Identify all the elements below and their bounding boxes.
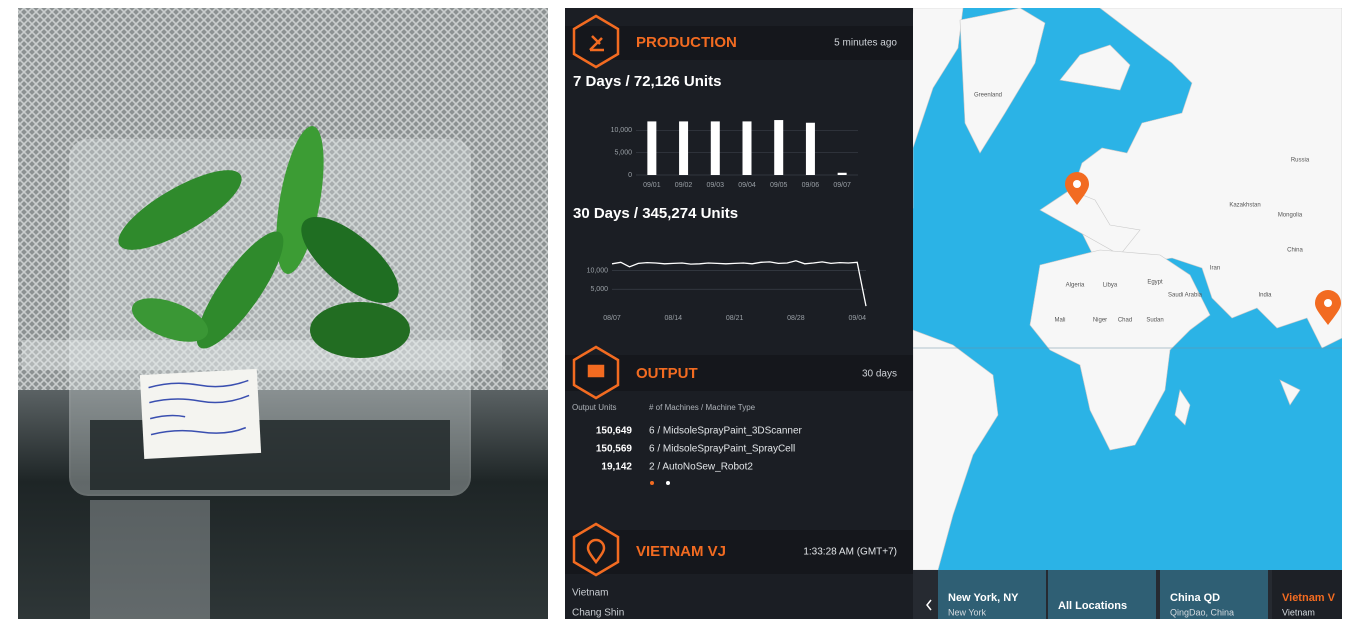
bar [805,122,815,175]
section-title: OUTPUT [636,365,698,382]
location-line: Vietnam [572,588,609,599]
bar [679,121,689,175]
y-tick-label: 10,000 [611,127,633,134]
period: 30 days [862,369,897,380]
machine-type: 6 / MidsoleSprayPaint_3DScanner [649,426,803,437]
pager-dot[interactable] [650,481,654,485]
machine-type: 2 / AutoNoSew_Robot2 [649,462,753,473]
map: Greenland Russia Kazakhstan Mongolia China Ir… [913,8,1357,619]
tab-name: New York, NY [948,592,1019,604]
location-tab[interactable] [1048,570,1156,619]
pin-center [1324,299,1332,307]
y-tick-label: 0 [628,172,632,179]
x-tick-label: 09/02 [675,182,693,189]
dashboard-panel [565,8,913,619]
section-title: VIETNAM VJ [636,543,726,560]
location-tab[interactable] [1160,570,1268,619]
output-units: 19,142 [601,462,632,473]
x-tick-label: 09/01 [643,182,661,189]
bar [647,121,657,175]
bar [837,172,847,175]
tab-name: All Locations [1058,600,1127,612]
map-label: Russia [1291,158,1310,164]
x-tick-label: 09/06 [802,182,820,189]
photo [18,8,548,619]
x-tick-label: 08/21 [726,315,744,322]
location-line: Chang Shin [572,608,624,619]
y-tick-label: 10,000 [587,267,609,274]
section-icons [572,14,620,577]
location-tab[interactable] [1272,570,1357,619]
tab-name: Vietnam V [1282,592,1336,604]
output-units: 150,569 [596,444,633,455]
map-label: Niger [1093,318,1107,324]
x-tick-label: 08/07 [603,315,621,322]
x-tick-label: 09/05 [770,182,788,189]
tab-sub: QingDao, China [1170,607,1234,617]
y-tick-label: 5,000 [614,150,632,157]
x-tick-label: 08/14 [665,315,683,322]
x-tick-label: 08/28 [787,315,805,322]
map-label: Chad [1118,318,1132,324]
map-label: Sudan [1146,318,1163,324]
map-label: Mongolia [1278,213,1303,219]
y-tick-label: 5,000 [590,286,608,293]
location-tab[interactable] [938,570,1046,619]
line [611,260,867,307]
header-band [565,26,913,60]
local-time: 1:33:28 AM (GMT+7) [803,547,897,558]
map-label: China [1287,248,1303,254]
x-tick-label: 09/07 [833,182,851,189]
bar [774,120,784,175]
pin-center [1073,180,1081,188]
section-title: PRODUCTION [636,34,737,51]
header-band [565,355,913,391]
map-label: Egypt [1147,280,1163,286]
map-label: Greenland [974,93,1002,99]
updated-time: 5 minutes ago [834,38,897,49]
tab-sub: New York [948,607,987,617]
machine-type: 6 / MidsoleSprayPaint_SprayCell [649,444,795,455]
month-summary: 30 Days / 345,274 Units [573,205,738,222]
x-tick-label: 09/03 [707,182,725,189]
column-header: # of Machines / Machine Type [649,403,756,412]
map-label: Saudi Arabia [1168,293,1203,299]
column-header: Output Units [572,403,616,412]
week-summary: 7 Days / 72,126 Units [573,73,721,90]
x-tick-label: 09/04 [848,315,866,322]
output-units: 150,649 [596,426,633,437]
tab-name: China QD [1170,592,1220,604]
tab-prev[interactable] [926,599,932,611]
bar [742,121,752,175]
tab-sub: Vietnam [1282,607,1315,617]
pager-dot[interactable] [666,481,670,485]
map-label: India [1258,293,1272,299]
x-tick-label: 09/04 [738,182,756,189]
map-label: Kazakhstan [1229,203,1260,209]
bar [710,121,720,175]
map-label: Iran [1210,266,1220,272]
map-label: Algeria [1066,283,1085,289]
header-band [565,530,913,574]
map-label: Libya [1103,283,1118,289]
map-label: Mali [1054,318,1065,324]
map-pins[interactable] [1065,172,1341,325]
